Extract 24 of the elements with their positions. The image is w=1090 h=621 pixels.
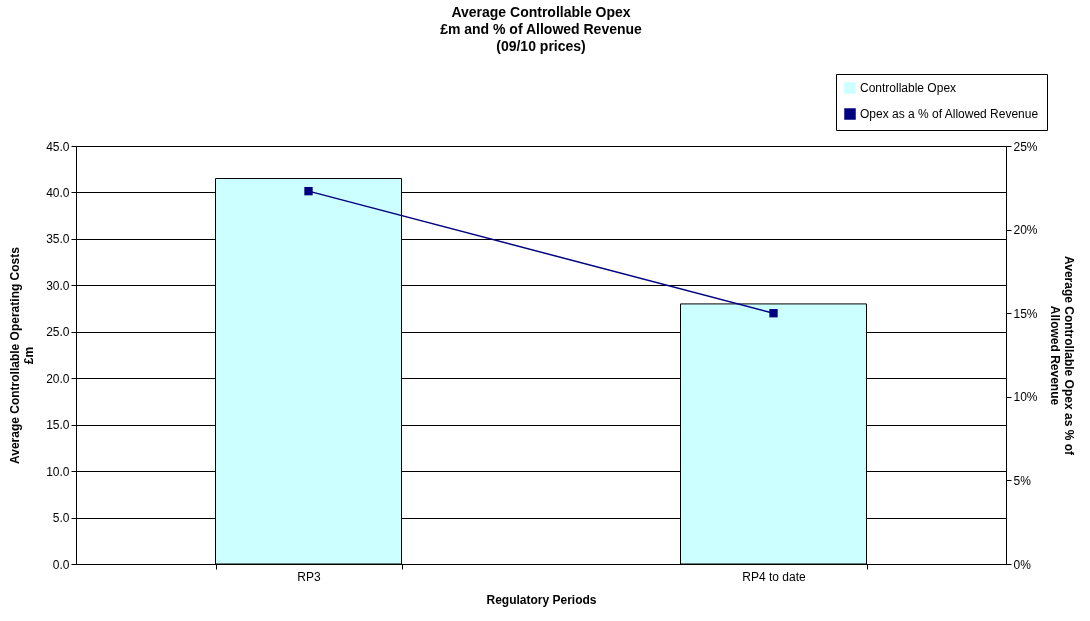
- y-axis-title: Average Controllable Operating Costs £m: [8, 246, 37, 464]
- y-tick-label: 45.0: [46, 139, 70, 154]
- y-tick-label: 25.0: [46, 325, 70, 340]
- y2-tick-label: 10%: [1013, 390, 1038, 405]
- y-tick-label: 40.0: [46, 185, 70, 200]
- y-tick-label: 35.0: [46, 232, 70, 247]
- x-axis-title: Regulatory Periods: [486, 592, 597, 607]
- y2-tick-label: 20%: [1013, 223, 1038, 238]
- y2-tick-label: 0%: [1013, 557, 1032, 572]
- y-tick-label: 20.0: [46, 371, 70, 386]
- x-tick-label: RP4 to date: [742, 569, 807, 584]
- x-tick-label: RP3: [297, 569, 321, 584]
- y2-tick-label: 5%: [1013, 473, 1032, 488]
- y2-tick-label: 15%: [1013, 306, 1038, 321]
- y-tick-label: 15.0: [46, 418, 70, 433]
- chart-title: Average Controllable Opex £m and % of Allowed Revenue (09/10 prices): [440, 3, 643, 54]
- legend-label: Opex as a % of Allowed Revenue: [860, 107, 1039, 121]
- y-tick-label: 0.0: [52, 557, 70, 572]
- y2-tick-label: 25%: [1013, 139, 1038, 154]
- y-tick-label: 5.0: [52, 511, 70, 526]
- y-tick-label: 10.0: [46, 464, 70, 479]
- y2-axis-title: Average Controllable Opex as % of Allowed Revenue: [1047, 256, 1076, 456]
- y-tick-label: 30.0: [46, 278, 70, 293]
- legend-label: Controllable Opex: [860, 81, 957, 95]
